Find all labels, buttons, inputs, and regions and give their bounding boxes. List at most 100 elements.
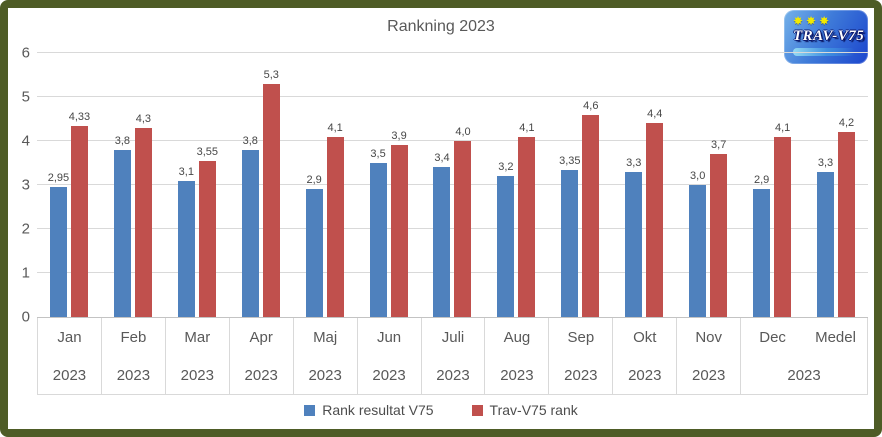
x-axis-group: Feb 2023 (100, 318, 165, 394)
x-axis-month-label: Aug (503, 328, 531, 346)
data-label: 4,1 (327, 121, 343, 134)
bar-trav-v75-rank: 4,1 (774, 122, 792, 317)
bar-rank-resultat-v75: 3,3 (625, 157, 643, 317)
bar-trav-v75-rank: 4,33 (69, 111, 90, 317)
x-axis-year-label: 2023 (436, 366, 470, 384)
x-axis-group: Juli 2023 (420, 318, 485, 394)
x-axis-month-row: Juli (422, 318, 485, 356)
y-tick-label: 3 (21, 176, 30, 194)
data-label: 3,0 (690, 170, 706, 182)
x-axis-group: Mar 2023 (164, 318, 229, 394)
x-axis-year-label: 2023 (308, 366, 342, 384)
bar-rank-resultat-v75: 3,35 (559, 155, 581, 317)
bar-trav-v75-rank: 4,3 (134, 113, 152, 317)
bar-trav-v75-rank: 3,7 (710, 139, 728, 317)
data-label: 3,3 (817, 156, 834, 169)
bar-rank-resultat-v75: 2,9 (305, 174, 323, 317)
data-label: 3,8 (114, 134, 131, 147)
data-label: 3,5 (370, 148, 386, 160)
legend-label: Rank resultat V75 (322, 402, 434, 418)
x-axis-month-row: Feb (102, 318, 165, 356)
bar-rank-resultat-v75: 3,5 (369, 148, 387, 317)
bar-rank-resultat-v75: 3,0 (689, 170, 707, 317)
x-axis-year-label: 2023 (180, 366, 214, 384)
category-column-juli: 3,4 4,0 (421, 53, 485, 317)
bar-trav-v75-rank: 4,6 (582, 100, 600, 317)
y-tick-label: 4 (21, 132, 30, 150)
bar-trav-v75-rank: 3,55 (197, 146, 218, 317)
x-axis-group: Okt 2023 (612, 318, 676, 394)
x-axis-month-row: Nov (677, 318, 740, 356)
category-column-medel: 3,3 4,2 (804, 53, 868, 317)
data-label: 4,1 (774, 121, 791, 134)
bar-trav-v75-rank: 4,1 (518, 122, 536, 317)
data-label: 5,3 (263, 68, 279, 81)
x-axis-month-row: Okt (613, 318, 676, 356)
data-label: 3,2 (498, 161, 514, 174)
data-label: 4,33 (68, 111, 91, 124)
x-axis-month-row: Apr (230, 318, 293, 356)
x-axis-month-label: Sep (567, 328, 595, 346)
data-label: 3,1 (178, 165, 194, 178)
x-axis-month-label: Apr (249, 328, 273, 346)
x-axis-year-label: 2023 (787, 366, 821, 384)
x-axis-group: Apr 2023 (228, 318, 293, 394)
bar-trav-v75-rank: 3,9 (390, 130, 408, 317)
logo-text: TRAV-V75 (793, 28, 865, 44)
x-axis-group: Jun 2023 (356, 318, 421, 394)
data-label: 2,9 (306, 174, 322, 187)
legend-swatch (471, 404, 483, 416)
y-tick-label: 0 (21, 308, 30, 326)
bar-rank-resultat-v75: 3,3 (817, 157, 835, 317)
bar-rank-resultat-v75: 3,8 (241, 135, 259, 317)
legend-label: Trav-V75 rank (489, 402, 578, 418)
gridline (37, 272, 868, 273)
legend: Rank resultat V75 Trav-V75 rank (8, 402, 874, 418)
bar-rank-resultat-v75: 3,1 (177, 166, 195, 317)
stars-icon: ✸✸✸ (793, 14, 833, 28)
data-label: 3,55 (196, 145, 219, 158)
category-column-okt: 3,3 4,4 (612, 53, 676, 317)
gridline (37, 140, 868, 141)
data-label: 3,9 (391, 130, 407, 143)
x-axis-month-label: Jun (376, 328, 402, 346)
data-label: 4,4 (647, 108, 663, 121)
x-axis: Jan 2023 Feb 2023 Mar 2023 Apr 2023 Maj 2023 Jun 20… (37, 317, 868, 395)
x-axis-year-label: 2023 (500, 366, 534, 384)
bar-trav-v75-rank: 4,1 (326, 122, 344, 317)
category-column-jan: 2,95 4,33 (37, 53, 101, 317)
bar-rank-resultat-v75: 3,2 (497, 161, 515, 317)
category-column-sep: 3,35 4,6 (548, 53, 612, 317)
x-axis-month-row: Maj (294, 318, 357, 356)
data-label: 3,35 (559, 154, 581, 167)
gridline (37, 52, 868, 53)
category-column-apr: 3,8 5,3 (229, 53, 293, 317)
x-axis-month-row: Dec Medel (741, 318, 867, 356)
data-label: 4,6 (583, 99, 599, 112)
x-axis-month-label: Maj (313, 328, 338, 346)
y-tick-label: 1 (21, 264, 30, 282)
data-label: 3,3 (626, 156, 642, 169)
bar-rank-resultat-v75: 3,8 (113, 135, 131, 317)
category-column-feb: 3,8 4,3 (101, 53, 165, 317)
y-axis: 0 1 2 3 4 5 6 (8, 46, 34, 325)
plot-area: 2,95 4,33 3,8 4,3 3,1 3,55 3,8 5,3 2,9 4,1 3,5 3,9 3… (37, 52, 868, 317)
x-axis-month-row: Mar (166, 318, 229, 356)
category-column-jun: 3,5 3,9 (357, 53, 421, 317)
x-axis-group: Jan 2023 (37, 318, 101, 394)
gridline (37, 228, 868, 229)
x-axis-group: Sep 2023 (548, 318, 612, 394)
gridline (37, 96, 868, 97)
x-axis-month-row: Jun (358, 318, 421, 356)
x-axis-group: Dec Medel 2023 (740, 318, 868, 394)
legend-swatch (304, 404, 316, 416)
gridline (37, 184, 868, 185)
y-tick-label: 2 (21, 220, 30, 238)
x-axis-group: Aug 2023 (484, 318, 548, 394)
x-axis-month-label: Juli (441, 328, 465, 346)
y-tick-label: 5 (21, 88, 30, 106)
x-axis-year-label: 2023 (372, 366, 406, 384)
x-axis-year-label: 2023 (116, 366, 151, 384)
x-axis-month-row: Sep (549, 318, 612, 356)
